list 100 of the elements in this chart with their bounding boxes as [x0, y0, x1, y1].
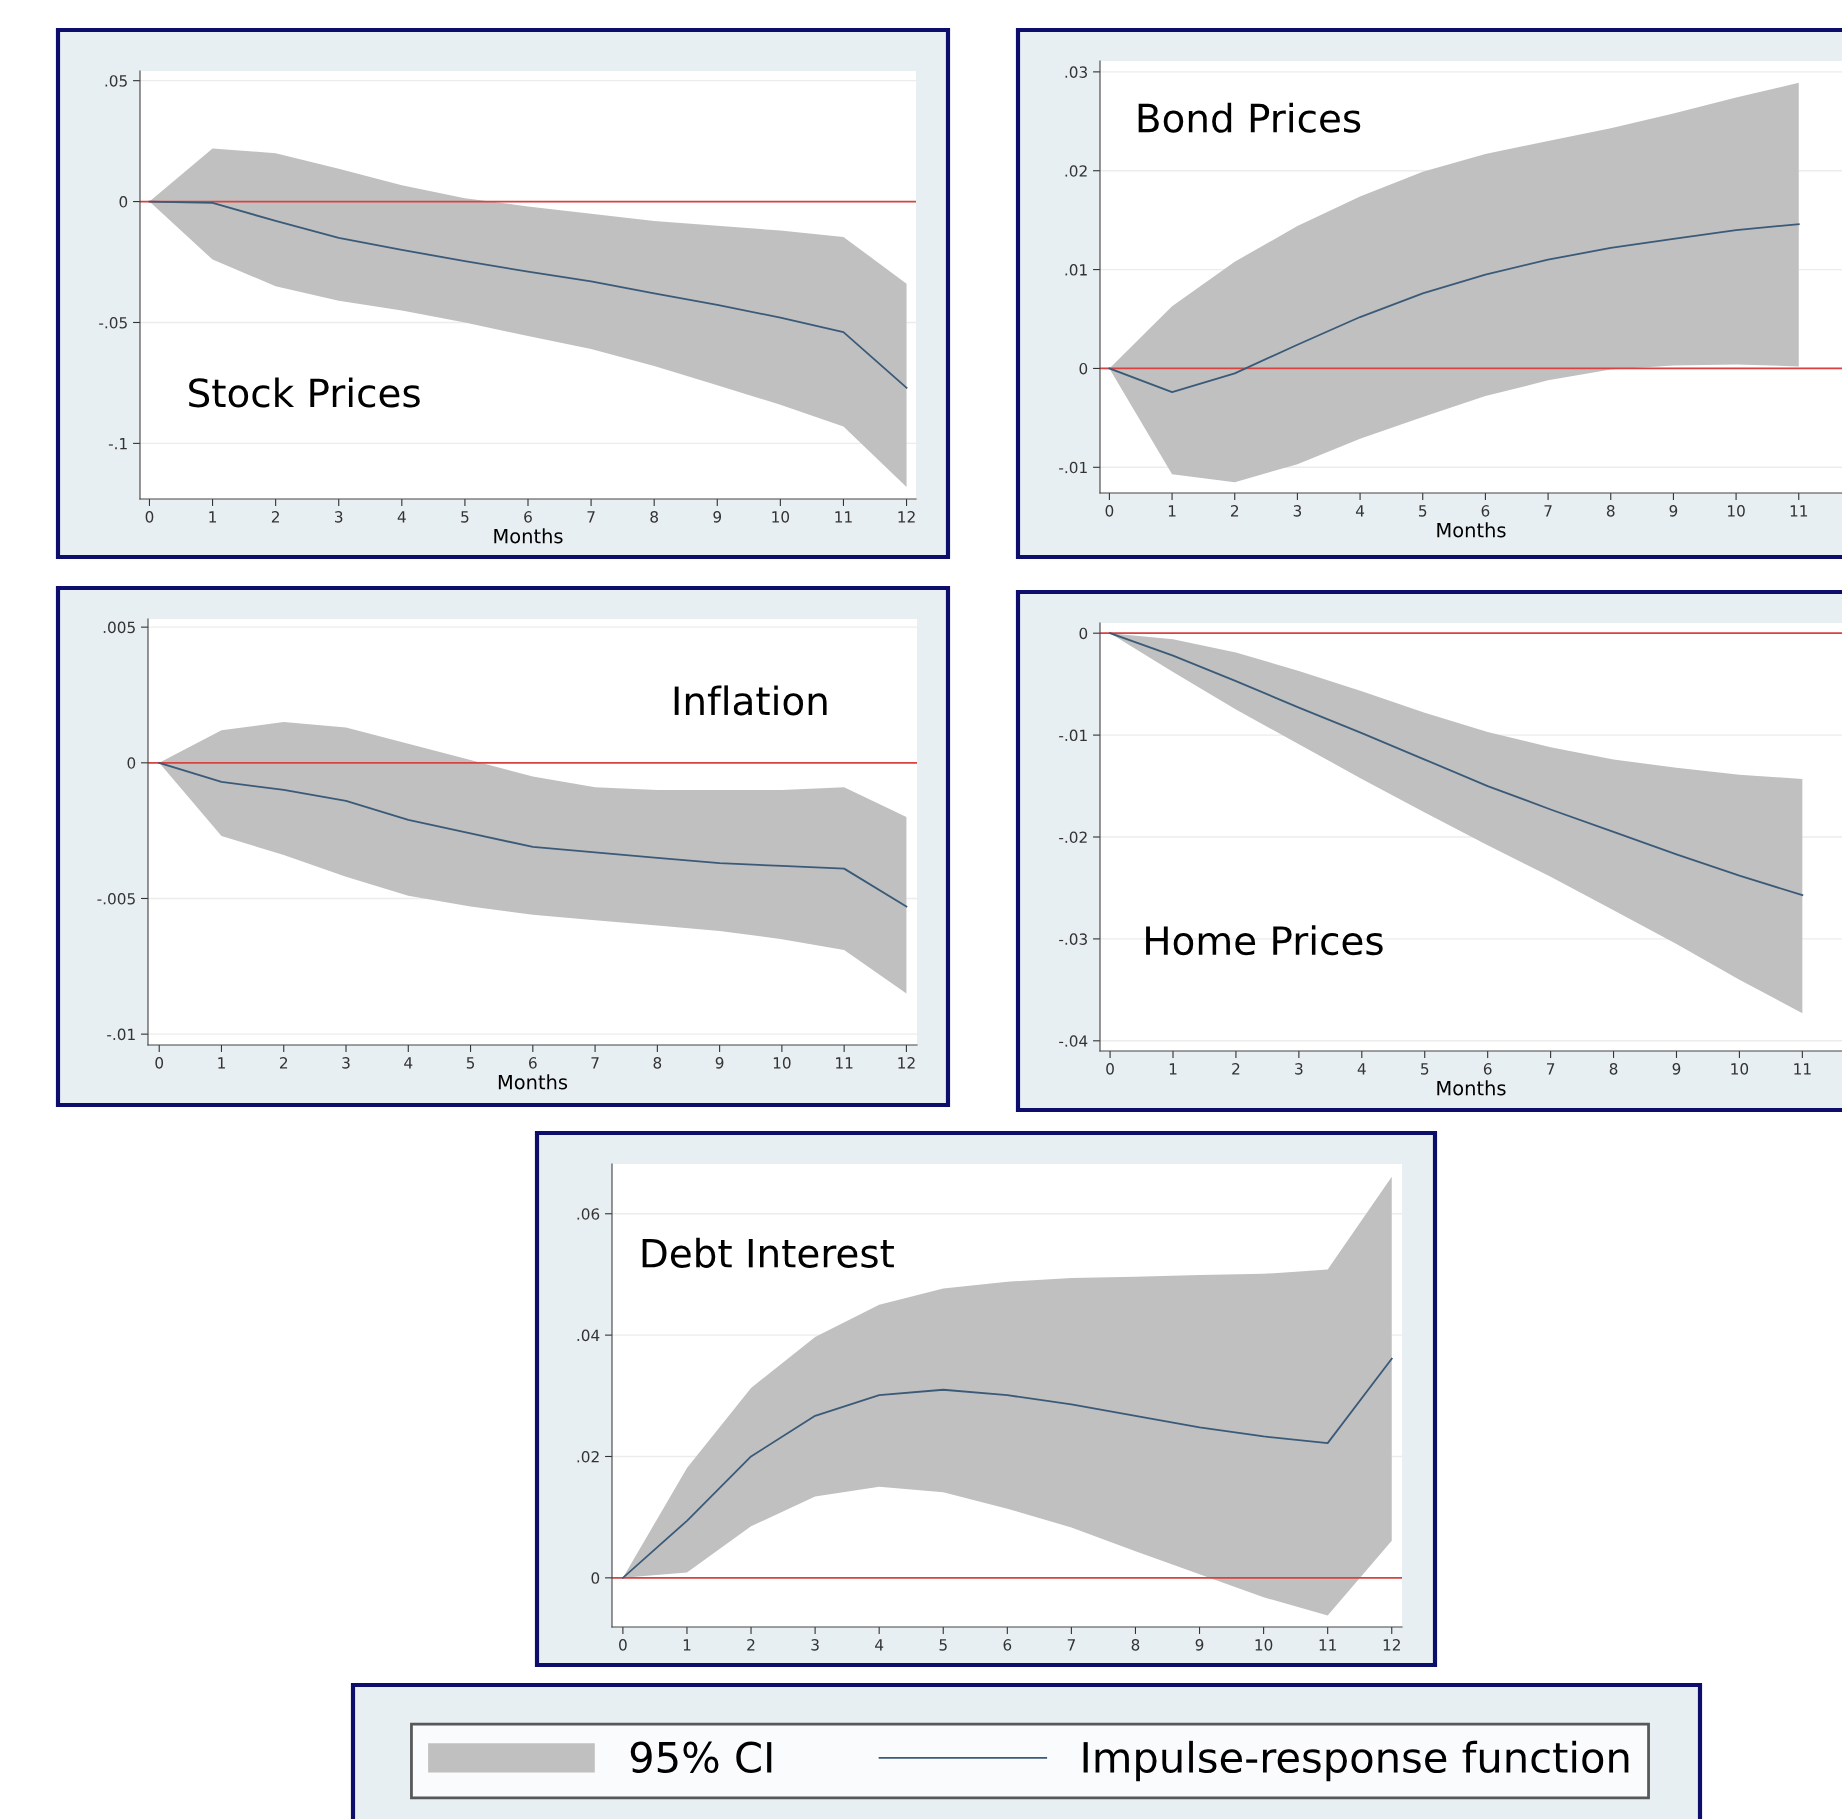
x-tick-label: 1 — [218, 1057, 225, 1069]
y-tick-label: -.05 — [99, 316, 127, 329]
x-tick-label: 3 — [342, 1057, 350, 1069]
x-tick-label: 7 — [1547, 1063, 1555, 1075]
x-tick-label: 6 — [524, 511, 532, 523]
x-tick-label: 5 — [461, 511, 469, 523]
line-series — [1109, 632, 1804, 896]
y-tick-label: -.02 — [1059, 831, 1087, 844]
y-tick-label: -.01 — [107, 1028, 135, 1041]
y-tick-label: .005 — [103, 621, 135, 634]
x-tick-label: 0 — [155, 1057, 164, 1069]
x-tick-label: 8 — [1609, 1063, 1618, 1075]
x-tick-label: 6 — [1483, 1063, 1492, 1075]
y-tick-label: 0 — [1079, 362, 1088, 375]
x-tick-label: 1 — [209, 511, 216, 523]
text: Bond Prices — [1138, 102, 1361, 133]
x-tick-label: 5 — [466, 1057, 475, 1069]
x-tick-label: 4 — [404, 1057, 413, 1069]
line-series — [158, 761, 908, 908]
x-tick-label: 5 — [1421, 1063, 1429, 1075]
x-tick-label: 0 — [1105, 505, 1114, 517]
x-tick-label: 7 — [1544, 505, 1552, 517]
x-axis-title: Months — [1437, 522, 1506, 538]
x-tick-label: 10 — [1731, 1063, 1749, 1075]
x-tick-label: 9 — [713, 511, 722, 523]
y-tick-label: -.005 — [97, 892, 135, 905]
y-tick-label: -.1 — [108, 438, 127, 450]
y-tick-label: .04 — [577, 1329, 600, 1342]
y-tick-label: .05 — [105, 75, 127, 87]
x-tick-label: 5 — [939, 1639, 947, 1651]
x-tick-label: 9 — [1672, 1063, 1681, 1075]
x-tick-label: 3 — [1295, 1063, 1303, 1075]
line-series — [621, 1357, 1393, 1579]
x-tick-label: 2 — [271, 511, 279, 523]
x-tick-label: 0 — [145, 511, 154, 523]
x-tick-label: 2 — [1232, 1063, 1240, 1075]
x-tick-label: 4 — [875, 1639, 884, 1651]
x-tick-label: 11 — [1794, 1063, 1811, 1075]
line-series — [1108, 223, 1800, 394]
x-tick-label: 4 — [1357, 1063, 1366, 1075]
y-tick-label: .02 — [577, 1450, 599, 1463]
x-tick-label: 10 — [1728, 505, 1745, 517]
x-tick-label: 6 — [1003, 1639, 1012, 1651]
x-tick-label: 11 — [835, 511, 852, 523]
y-tick-label: .01 — [1065, 264, 1087, 276]
x-tick-label: 1 — [683, 1639, 691, 1651]
x-tick-label: 4 — [397, 511, 406, 523]
y-tick-label: .02 — [1065, 165, 1087, 177]
y-tick-label: 0 — [591, 1572, 600, 1584]
y-tick-label: 0 — [1079, 627, 1088, 640]
x-tick-label: 5 — [1419, 505, 1427, 517]
x-tick-label: 10 — [773, 1057, 791, 1069]
x-tick-label: 8 — [653, 1057, 662, 1069]
x-tick-label: 3 — [811, 1639, 819, 1651]
y-tick-label: -.01 — [1059, 729, 1087, 742]
x-tick-label: 10 — [1255, 1639, 1273, 1651]
x-axis-title: Months — [498, 1074, 568, 1090]
text: Inflation — [674, 685, 827, 716]
x-tick-label: 9 — [1195, 1639, 1204, 1651]
legend-label: Impulse-response function — [1083, 1740, 1629, 1782]
text: 95% CI — [630, 1741, 772, 1774]
x-tick-label: 9 — [1669, 505, 1678, 517]
x-tick-label: 12 — [898, 1057, 915, 1069]
x-tick-label: 3 — [1293, 505, 1302, 517]
x-axis-title: Months — [1437, 1080, 1506, 1096]
x-tick-label: 8 — [650, 511, 658, 523]
x-tick-label: 12 — [898, 511, 915, 523]
x-tick-label: 6 — [1481, 505, 1490, 517]
y-tick-label: .03 — [1065, 66, 1087, 78]
x-tick-label: 4 — [1355, 505, 1365, 517]
x-tick-label: 7 — [1067, 1639, 1075, 1651]
x-tick-label: 10 — [772, 511, 790, 523]
y-tick-label: -.01 — [1059, 461, 1087, 474]
x-tick-label: 11 — [1319, 1639, 1336, 1651]
x-tick-label: 2 — [1231, 505, 1239, 517]
x-tick-label: 0 — [1106, 1063, 1114, 1075]
x-tick-label: 9 — [715, 1057, 724, 1069]
y-tick-label: 0 — [119, 196, 128, 208]
y-tick-label: -.04 — [1059, 1035, 1088, 1047]
y-tick-label: 0 — [127, 757, 136, 769]
x-tick-label: 8 — [1131, 1639, 1140, 1651]
x-tick-label: 6 — [529, 1057, 537, 1069]
x-axis-title: Months — [494, 528, 563, 544]
x-tick-label: 1 — [1168, 505, 1176, 517]
x-tick-label: 2 — [747, 1639, 755, 1651]
x-tick-label: 7 — [591, 1057, 599, 1069]
x-tick-label: 2 — [280, 1057, 288, 1069]
x-tick-label: 3 — [335, 511, 343, 523]
y-tick-label: -.03 — [1059, 933, 1087, 945]
x-tick-label: 12 — [1383, 1639, 1400, 1651]
x-tick-label: 0 — [619, 1639, 627, 1651]
text: Stock Prices — [189, 377, 420, 408]
x-tick-label: 11 — [836, 1057, 853, 1069]
x-tick-label: 8 — [1606, 505, 1615, 517]
x-tick-label: 7 — [587, 511, 595, 523]
text: Home Prices — [1146, 925, 1383, 956]
text: Debt Interest — [642, 1237, 894, 1268]
x-tick-label: 11 — [1790, 505, 1808, 517]
y-tick-label: .06 — [577, 1208, 600, 1220]
x-tick-label: 1 — [1169, 1063, 1177, 1075]
